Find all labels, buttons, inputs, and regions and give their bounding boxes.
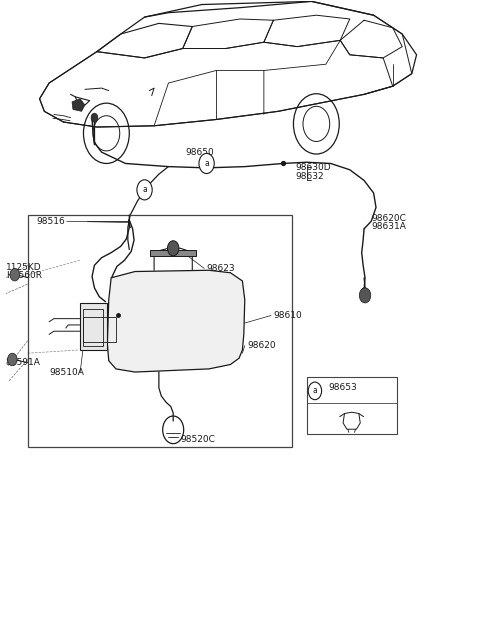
Circle shape	[199, 153, 214, 174]
Circle shape	[8, 353, 17, 366]
Text: 98510A: 98510A	[49, 367, 84, 377]
Text: 1125KD: 1125KD	[6, 262, 42, 271]
Text: 98610: 98610	[274, 311, 302, 320]
Circle shape	[308, 382, 322, 399]
Bar	[84, 317, 116, 342]
Bar	[307, 377, 396, 433]
Text: a: a	[142, 186, 147, 194]
Circle shape	[91, 113, 98, 122]
Circle shape	[168, 241, 179, 256]
Text: 98650: 98650	[185, 148, 214, 156]
Text: H0560R: H0560R	[6, 271, 42, 280]
Polygon shape	[108, 270, 245, 372]
Circle shape	[10, 268, 20, 281]
Polygon shape	[150, 249, 196, 256]
Text: a: a	[312, 386, 317, 396]
Circle shape	[137, 180, 152, 200]
Text: 98653: 98653	[328, 382, 357, 392]
Text: 98515A: 98515A	[84, 317, 119, 326]
Text: a: a	[204, 159, 209, 168]
Circle shape	[360, 288, 371, 303]
Text: 98631A: 98631A	[371, 221, 406, 231]
Text: 98520C: 98520C	[180, 435, 215, 444]
Text: 98622: 98622	[120, 306, 148, 315]
Text: 98623: 98623	[206, 264, 235, 273]
Text: 98516: 98516	[36, 217, 65, 226]
Text: 98620: 98620	[247, 341, 276, 350]
Text: 86591A: 86591A	[5, 358, 40, 367]
Text: 98632: 98632	[295, 172, 324, 180]
Bar	[28, 215, 292, 447]
Polygon shape	[80, 303, 108, 350]
Text: 98620C: 98620C	[371, 214, 406, 223]
Text: 98630D: 98630D	[295, 163, 331, 172]
Polygon shape	[72, 99, 85, 111]
